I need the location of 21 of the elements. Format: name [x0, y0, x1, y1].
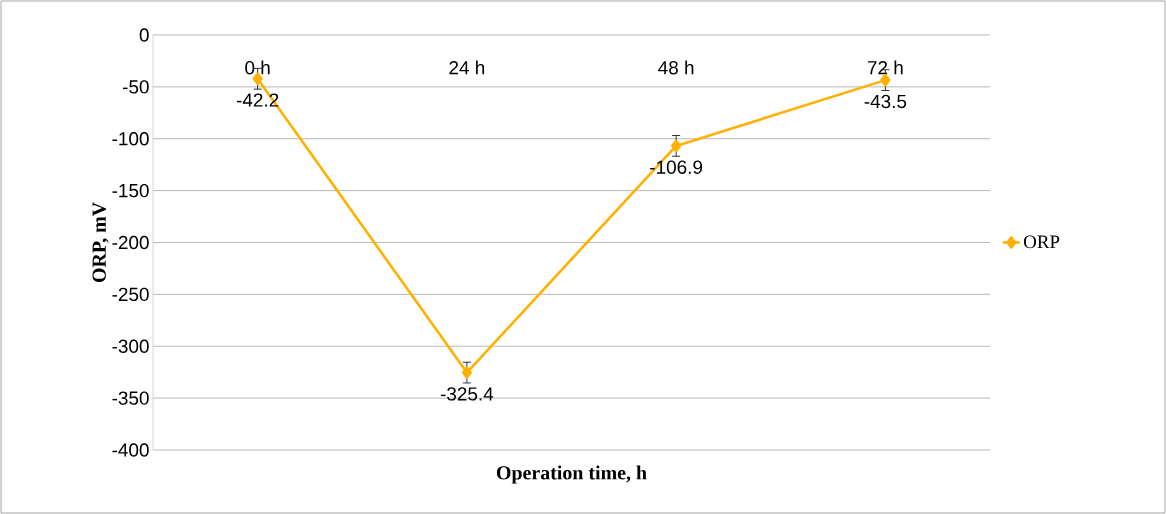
y-tick-label: -250 — [112, 287, 149, 302]
x-tick-label: 72 h — [867, 60, 903, 75]
y-tick-label: -400 — [112, 443, 149, 457]
x-tick-label: 48 h — [658, 60, 694, 75]
y-tick-label: 0 — [139, 28, 149, 42]
point — [671, 139, 682, 153]
y-tick-label: -50 — [122, 80, 149, 94]
y-tick-label: -350 — [112, 391, 149, 405]
data-label: -43.5 — [864, 94, 907, 109]
data-label: -325.4 — [440, 387, 494, 401]
point — [461, 366, 472, 379]
y-tick-label: -200 — [112, 235, 149, 250]
y-axis-title: ORP, mV — [92, 202, 109, 283]
legend-label: ORP — [1023, 235, 1060, 249]
y-tick-label: -150 — [112, 183, 149, 198]
x-axis-title: Operation time, h — [496, 465, 647, 484]
x-tick-label: 0 h — [245, 60, 270, 75]
y-tick-label: -100 — [112, 132, 149, 146]
point — [880, 73, 891, 87]
y-tick-label: -300 — [112, 339, 149, 353]
x-tick-label: 24 h — [449, 60, 485, 75]
